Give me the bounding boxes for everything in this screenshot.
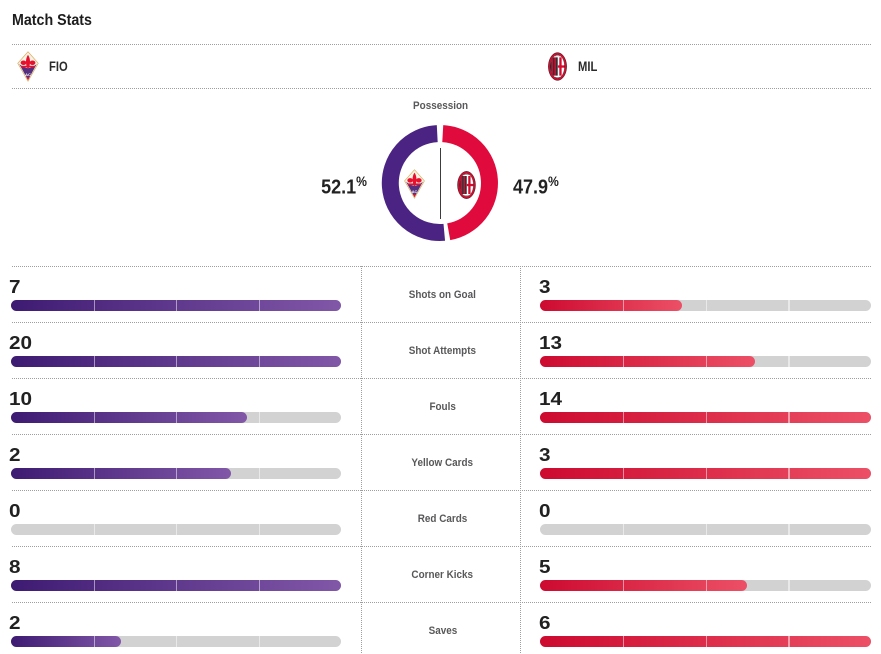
svg-text:AC: AC bbox=[25, 71, 31, 76]
svg-text:AC: AC bbox=[412, 189, 418, 194]
